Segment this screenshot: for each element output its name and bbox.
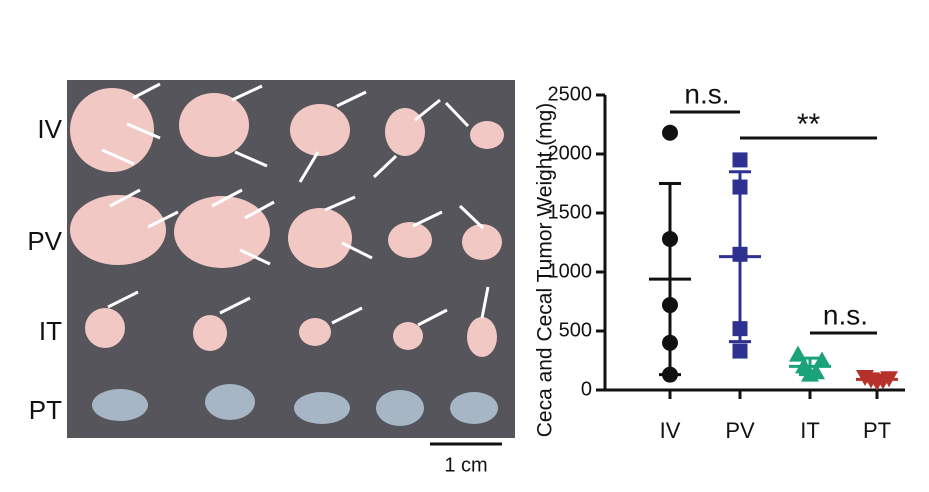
row-label: PV — [27, 226, 62, 256]
y-tick-label: 2500 — [548, 83, 593, 105]
point — [813, 351, 831, 368]
point — [662, 124, 678, 141]
row-label: IV — [37, 114, 62, 144]
y-tick-label: 0 — [581, 378, 592, 400]
y-axis-label: Ceca and Cecal Tumor Weight (mg) — [534, 103, 557, 438]
scale-label: 1 cm — [444, 454, 487, 476]
row-labels: IV PV IT PT — [27, 114, 62, 425]
y-tick-label: 1500 — [548, 201, 593, 223]
pt-tissues — [92, 384, 498, 426]
significance-label: ** — [797, 108, 821, 141]
row-label: IT — [39, 316, 62, 346]
x-tick-label: IV — [660, 418, 681, 443]
x-tick-label: PV — [725, 418, 755, 443]
x-tick-label: IT — [800, 418, 820, 443]
tissues — [70, 88, 504, 357]
plot: Ceca and Cecal Tumor Weight (mg) 0 500 100… — [534, 78, 905, 443]
point — [732, 152, 748, 168]
x-tick-label: PT — [863, 418, 891, 443]
significance-label: n.s. — [684, 78, 729, 109]
photo: IV PV IT PT 1 cm — [27, 80, 515, 476]
y-tick-label: 1000 — [548, 260, 593, 282]
point — [732, 343, 748, 359]
y-tick-label: 2000 — [548, 142, 593, 164]
significance-label: n.s. — [823, 299, 868, 330]
y-tick-label: 500 — [559, 319, 592, 341]
arrows — [101, 82, 490, 327]
row-label: PT — [29, 395, 62, 425]
